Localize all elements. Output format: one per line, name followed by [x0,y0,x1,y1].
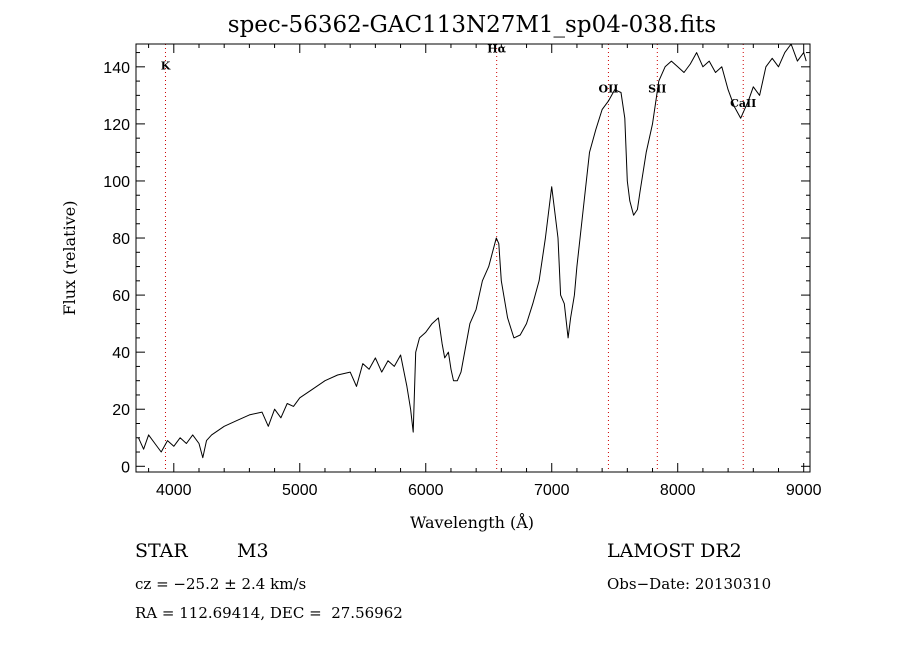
spectral-line-label: Hα [487,43,506,56]
chart-title: spec-56362-GAC113N27M1_sp04-038.fits [228,12,716,38]
x-tick-label: 9000 [786,482,822,499]
y-tick-label: 140 [103,60,130,77]
y-tick-label: 80 [112,231,130,248]
object-type-text: STAR [135,540,188,562]
spectral-line-label: CaII [730,97,756,110]
y-axis-label: Flux (relative) [60,201,79,316]
redshift-text: cz = −25.2 ± 2.4 km/s [135,575,307,593]
x-tick-label: 8000 [660,482,696,499]
obs-date-text: Obs−Date: 20130310 [607,575,772,593]
x-tick-label: 7000 [534,482,570,499]
spectral-line-label: K [161,60,171,73]
subclass-text: M3 [237,540,269,562]
x-axis-label: Wavelength (Å) [410,512,534,532]
x-tick-label: 5000 [282,482,318,499]
axis-ticks: 4000 5000 6000 7000 8000 9000 0 20 40 60 80 100 120 1… [103,44,822,499]
coordinates-text: RA = 112.69414, DEC = 27.56962 [135,604,403,622]
y-tick-label: 60 [112,288,130,305]
y-tick-label: 0 [121,459,130,476]
y-tick-label: 100 [103,174,130,191]
plot-frame [135,43,811,473]
y-tick-label: 20 [112,402,130,419]
x-tick-label: 6000 [408,482,444,499]
survey-text: LAMOST DR2 [607,540,742,562]
spectrum-line [138,43,807,459]
y-tick-label: 40 [112,345,130,362]
spectral-line-label: OII [598,83,618,96]
x-tick-label: 4000 [156,482,192,499]
y-tick-label: 120 [103,117,130,134]
spectrum-series [138,43,807,459]
